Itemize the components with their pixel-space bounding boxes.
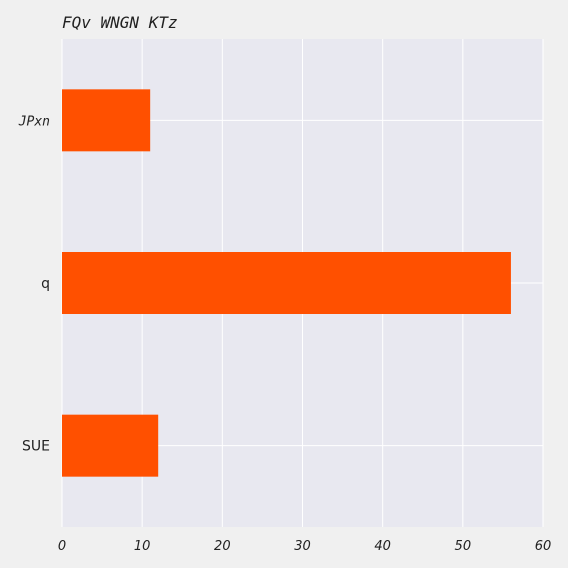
bar-q	[62, 252, 511, 314]
x-axis-ticks: 0 10 20 30 40 50 60	[58, 539, 551, 554]
x-tick-label: 20	[214, 539, 231, 554]
bar-jpxn	[62, 89, 151, 152]
x-tick-label: 30	[294, 539, 311, 554]
x-tick-label: 40	[374, 539, 391, 554]
x-tick-label: 50	[455, 539, 472, 554]
x-tick-label: 0	[58, 539, 66, 554]
chart-title: FQv WNGN KTz	[62, 13, 178, 32]
y-tick-label: q	[41, 276, 50, 292]
bars	[62, 89, 511, 477]
y-tick-label: SUE	[22, 439, 50, 455]
y-axis-ticks: JPxn q SUE	[18, 114, 50, 454]
x-tick-label: 60	[535, 539, 552, 554]
x-tick-label: 10	[134, 539, 151, 554]
y-tick-label: JPxn	[18, 114, 50, 129]
bar-sue	[62, 414, 159, 477]
